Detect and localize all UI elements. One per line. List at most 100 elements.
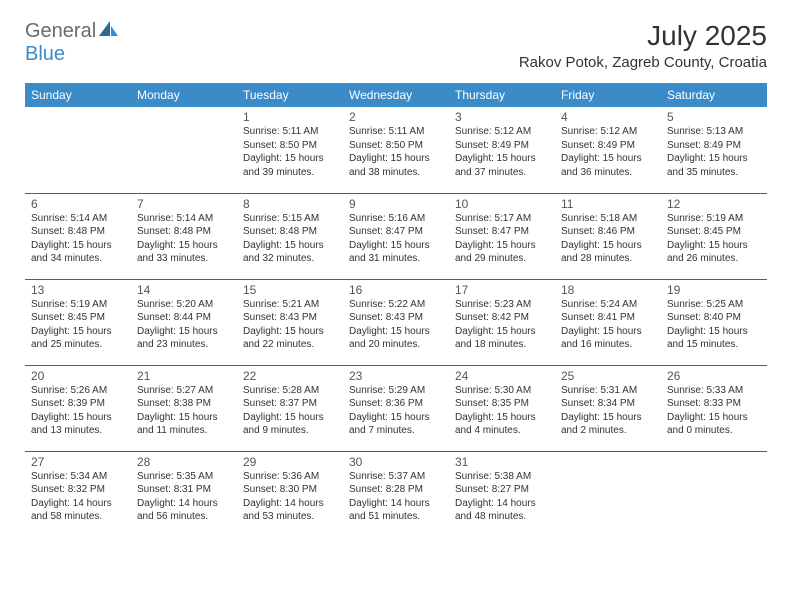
day-info: Sunrise: 5:18 AMSunset: 8:46 PMDaylight:… — [561, 212, 655, 266]
day-info: Sunrise: 5:29 AMSunset: 8:36 PMDaylight:… — [349, 384, 443, 438]
day-number: 18 — [561, 283, 655, 297]
empty-cell — [25, 107, 131, 193]
week-row: 20Sunrise: 5:26 AMSunset: 8:39 PMDayligh… — [25, 365, 767, 451]
calendar-body: 1Sunrise: 5:11 AMSunset: 8:50 PMDaylight… — [25, 107, 767, 537]
day-cell: 19Sunrise: 5:25 AMSunset: 8:40 PMDayligh… — [661, 279, 767, 365]
day-cell: 30Sunrise: 5:37 AMSunset: 8:28 PMDayligh… — [343, 451, 449, 537]
day-cell: 11Sunrise: 5:18 AMSunset: 8:46 PMDayligh… — [555, 193, 661, 279]
day-number: 5 — [667, 110, 761, 124]
day-info: Sunrise: 5:11 AMSunset: 8:50 PMDaylight:… — [243, 125, 337, 179]
day-cell: 3Sunrise: 5:12 AMSunset: 8:49 PMDaylight… — [449, 107, 555, 193]
day-cell: 4Sunrise: 5:12 AMSunset: 8:49 PMDaylight… — [555, 107, 661, 193]
day-number: 13 — [31, 283, 125, 297]
day-info: Sunrise: 5:23 AMSunset: 8:42 PMDaylight:… — [455, 298, 549, 352]
day-cell: 18Sunrise: 5:24 AMSunset: 8:41 PMDayligh… — [555, 279, 661, 365]
day-info: Sunrise: 5:12 AMSunset: 8:49 PMDaylight:… — [455, 125, 549, 179]
day-info: Sunrise: 5:15 AMSunset: 8:48 PMDaylight:… — [243, 212, 337, 266]
day-cell: 25Sunrise: 5:31 AMSunset: 8:34 PMDayligh… — [555, 365, 661, 451]
header: GeneralBlue July 2025 Rakov Potok, Zagre… — [25, 20, 767, 71]
day-info: Sunrise: 5:22 AMSunset: 8:43 PMDaylight:… — [349, 298, 443, 352]
day-number: 27 — [31, 455, 125, 469]
day-info: Sunrise: 5:21 AMSunset: 8:43 PMDaylight:… — [243, 298, 337, 352]
month-title: July 2025 — [519, 20, 767, 52]
logo: GeneralBlue — [25, 20, 120, 66]
day-number: 22 — [243, 369, 337, 383]
day-info: Sunrise: 5:12 AMSunset: 8:49 PMDaylight:… — [561, 125, 655, 179]
day-cell: 10Sunrise: 5:17 AMSunset: 8:47 PMDayligh… — [449, 193, 555, 279]
day-info: Sunrise: 5:34 AMSunset: 8:32 PMDaylight:… — [31, 470, 125, 524]
day-number: 19 — [667, 283, 761, 297]
day-cell: 13Sunrise: 5:19 AMSunset: 8:45 PMDayligh… — [25, 279, 131, 365]
day-cell: 12Sunrise: 5:19 AMSunset: 8:45 PMDayligh… — [661, 193, 767, 279]
day-info: Sunrise: 5:38 AMSunset: 8:27 PMDaylight:… — [455, 470, 549, 524]
day-number: 17 — [455, 283, 549, 297]
day-header-row: SundayMondayTuesdayWednesdayThursdayFrid… — [25, 83, 767, 107]
day-cell: 1Sunrise: 5:11 AMSunset: 8:50 PMDaylight… — [237, 107, 343, 193]
day-cell: 21Sunrise: 5:27 AMSunset: 8:38 PMDayligh… — [131, 365, 237, 451]
day-cell: 29Sunrise: 5:36 AMSunset: 8:30 PMDayligh… — [237, 451, 343, 537]
empty-cell — [555, 451, 661, 537]
day-header-saturday: Saturday — [661, 83, 767, 107]
empty-cell — [661, 451, 767, 537]
day-number: 14 — [137, 283, 231, 297]
day-number: 7 — [137, 197, 231, 211]
day-number: 25 — [561, 369, 655, 383]
day-info: Sunrise: 5:14 AMSunset: 8:48 PMDaylight:… — [137, 212, 231, 266]
day-number: 8 — [243, 197, 337, 211]
day-cell: 20Sunrise: 5:26 AMSunset: 8:39 PMDayligh… — [25, 365, 131, 451]
day-cell: 26Sunrise: 5:33 AMSunset: 8:33 PMDayligh… — [661, 365, 767, 451]
day-number: 16 — [349, 283, 443, 297]
day-number: 6 — [31, 197, 125, 211]
day-header-tuesday: Tuesday — [237, 83, 343, 107]
logo-sail-icon — [98, 20, 120, 43]
day-cell: 9Sunrise: 5:16 AMSunset: 8:47 PMDaylight… — [343, 193, 449, 279]
day-cell: 14Sunrise: 5:20 AMSunset: 8:44 PMDayligh… — [131, 279, 237, 365]
day-number: 29 — [243, 455, 337, 469]
logo-text-general: General — [25, 20, 96, 43]
week-row: 13Sunrise: 5:19 AMSunset: 8:45 PMDayligh… — [25, 279, 767, 365]
day-cell: 5Sunrise: 5:13 AMSunset: 8:49 PMDaylight… — [661, 107, 767, 193]
day-cell: 31Sunrise: 5:38 AMSunset: 8:27 PMDayligh… — [449, 451, 555, 537]
day-number: 2 — [349, 110, 443, 124]
day-header-friday: Friday — [555, 83, 661, 107]
day-number: 21 — [137, 369, 231, 383]
day-info: Sunrise: 5:16 AMSunset: 8:47 PMDaylight:… — [349, 212, 443, 266]
empty-cell — [131, 107, 237, 193]
day-info: Sunrise: 5:19 AMSunset: 8:45 PMDaylight:… — [667, 212, 761, 266]
day-cell: 6Sunrise: 5:14 AMSunset: 8:48 PMDaylight… — [25, 193, 131, 279]
day-info: Sunrise: 5:17 AMSunset: 8:47 PMDaylight:… — [455, 212, 549, 266]
day-number: 3 — [455, 110, 549, 124]
day-cell: 8Sunrise: 5:15 AMSunset: 8:48 PMDaylight… — [237, 193, 343, 279]
day-number: 15 — [243, 283, 337, 297]
day-number: 26 — [667, 369, 761, 383]
day-header-monday: Monday — [131, 83, 237, 107]
day-info: Sunrise: 5:28 AMSunset: 8:37 PMDaylight:… — [243, 384, 337, 438]
day-info: Sunrise: 5:14 AMSunset: 8:48 PMDaylight:… — [31, 212, 125, 266]
day-number: 20 — [31, 369, 125, 383]
day-number: 31 — [455, 455, 549, 469]
day-info: Sunrise: 5:20 AMSunset: 8:44 PMDaylight:… — [137, 298, 231, 352]
day-cell: 28Sunrise: 5:35 AMSunset: 8:31 PMDayligh… — [131, 451, 237, 537]
day-cell: 27Sunrise: 5:34 AMSunset: 8:32 PMDayligh… — [25, 451, 131, 537]
day-info: Sunrise: 5:33 AMSunset: 8:33 PMDaylight:… — [667, 384, 761, 438]
day-number: 9 — [349, 197, 443, 211]
day-cell: 2Sunrise: 5:11 AMSunset: 8:50 PMDaylight… — [343, 107, 449, 193]
day-header-sunday: Sunday — [25, 83, 131, 107]
week-row: 1Sunrise: 5:11 AMSunset: 8:50 PMDaylight… — [25, 107, 767, 193]
calendar-table: SundayMondayTuesdayWednesdayThursdayFrid… — [25, 83, 767, 537]
day-info: Sunrise: 5:24 AMSunset: 8:41 PMDaylight:… — [561, 298, 655, 352]
day-number: 28 — [137, 455, 231, 469]
day-number: 10 — [455, 197, 549, 211]
day-header-thursday: Thursday — [449, 83, 555, 107]
day-info: Sunrise: 5:35 AMSunset: 8:31 PMDaylight:… — [137, 470, 231, 524]
day-number: 12 — [667, 197, 761, 211]
day-info: Sunrise: 5:27 AMSunset: 8:38 PMDaylight:… — [137, 384, 231, 438]
week-row: 27Sunrise: 5:34 AMSunset: 8:32 PMDayligh… — [25, 451, 767, 537]
day-cell: 16Sunrise: 5:22 AMSunset: 8:43 PMDayligh… — [343, 279, 449, 365]
day-info: Sunrise: 5:30 AMSunset: 8:35 PMDaylight:… — [455, 384, 549, 438]
logo-text-blue: Blue — [25, 43, 65, 65]
day-number: 23 — [349, 369, 443, 383]
location: Rakov Potok, Zagreb County, Croatia — [519, 54, 767, 71]
day-header-wednesday: Wednesday — [343, 83, 449, 107]
day-info: Sunrise: 5:26 AMSunset: 8:39 PMDaylight:… — [31, 384, 125, 438]
